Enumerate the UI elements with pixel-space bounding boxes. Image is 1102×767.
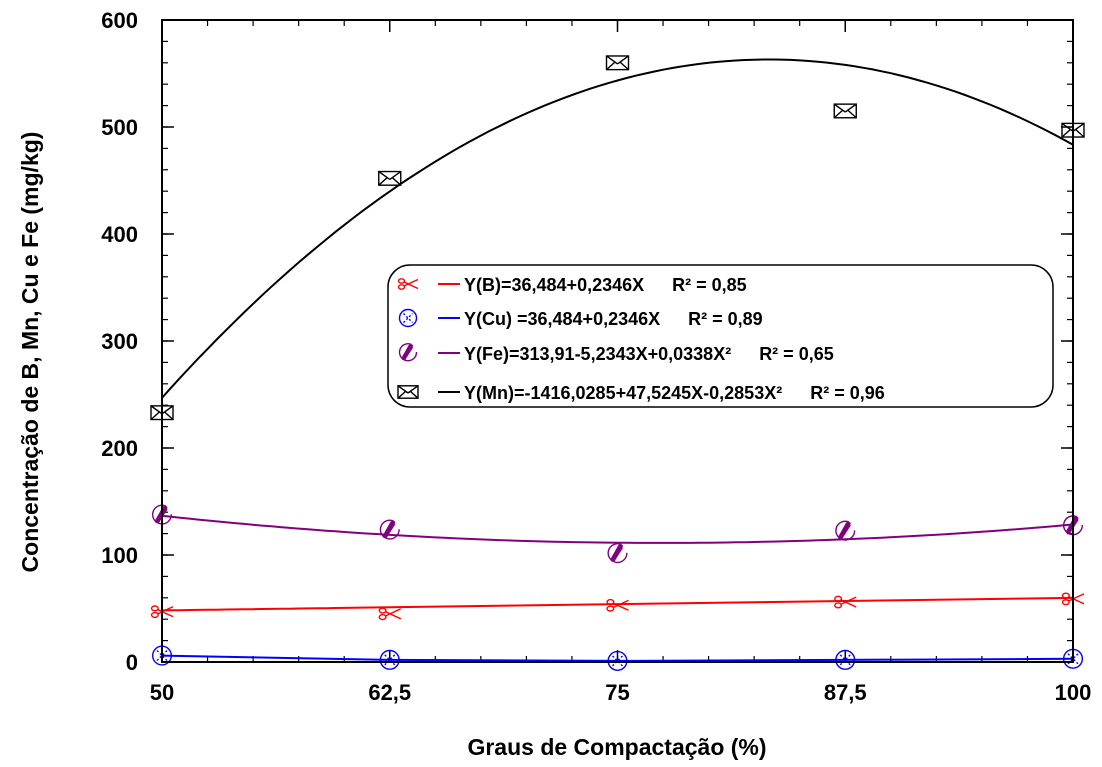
legend-box [387,264,1054,408]
x-tick-label: 87,5 [824,680,867,705]
envelope-icon [833,103,857,119]
circle-cross-icon [398,308,418,328]
circle-cross-icon [607,650,628,671]
legend-r2: R² = 0,85 [672,275,747,295]
x-tick-label: 62,5 [368,680,411,705]
circle-cross-icon [379,649,400,670]
fit-curves [161,58,1074,662]
scissors-icon [606,598,629,612]
x-tick-labels: 50 62,5 75 87,5 100 [150,680,1092,705]
envelope-icon [397,385,419,399]
scissors-icon [378,607,402,621]
y-tick-label: 500 [101,115,138,140]
envelope-icon [605,55,630,71]
x-tick-label: 75 [605,680,629,705]
legend-equation: Y(Mn)=-1416,0285+47,5245X-0,2853X² [464,383,782,403]
scissors-icon [150,605,174,619]
scissors-icon [1061,592,1085,606]
phone-icon [835,520,856,541]
y-axis-title: Concentração de B, Mn, Cu e Fe (mg/kg) [17,132,43,573]
scissors-icon [834,595,857,609]
y-tick-label: 200 [101,436,138,461]
y-tick-label: 300 [101,329,138,354]
x-axis-title: Graus de Compactação (%) [467,734,766,760]
legend-equation: Y(B)=36,484+0,2346X [464,275,644,295]
legend-r2: R² = 0,89 [688,309,763,329]
scissors-icon [397,278,419,290]
y-tick-labels: 0 100 200 300 400 500 600 [101,8,138,675]
legend-r2: R² = 0,65 [759,344,834,364]
phone-icon [379,519,400,540]
circle-cross-icon [835,649,856,670]
x-tick-label: 50 [150,680,174,705]
y-tick-label: 400 [101,222,138,247]
legend-item-mn: Y(Mn)=-1416,0285+47,5245X-0,2853X² R² = 0… [397,383,885,403]
y-tick-label: 600 [101,8,138,33]
fit-curve-b [161,596,1074,612]
legend-equation: Y(Cu) =36,484+0,2346X [464,309,660,329]
y-tick-label: 0 [126,650,138,675]
fit-curve-cu [161,654,1074,662]
plot-frame [161,19,1074,663]
legend-item-b: Y(B)=36,484+0,2346X R² = 0,85 [397,275,747,295]
legend: Y(B)=36,484+0,2346X R² = 0,85 Y(Cu) =36,48… [387,264,1054,408]
x-tick-label: 100 [1055,680,1092,705]
legend-item-cu: Y(Cu) =36,484+0,2346X R² = 0,89 [398,308,763,329]
y-tick-label: 100 [101,543,138,568]
phone-icon [398,343,418,362]
fit-curve-mn [161,58,1074,399]
fit-curve-fe [161,514,1074,544]
legend-equation: Y(Fe)=313,91-5,2343X+0,0338X² [464,344,731,364]
legend-item-fe: Y(Fe)=313,91-5,2343X+0,0338X² R² = 0,65 [398,343,834,364]
legend-r2: R² = 0,96 [810,383,885,403]
phone-icon [607,543,628,564]
envelope-icon [378,170,402,186]
